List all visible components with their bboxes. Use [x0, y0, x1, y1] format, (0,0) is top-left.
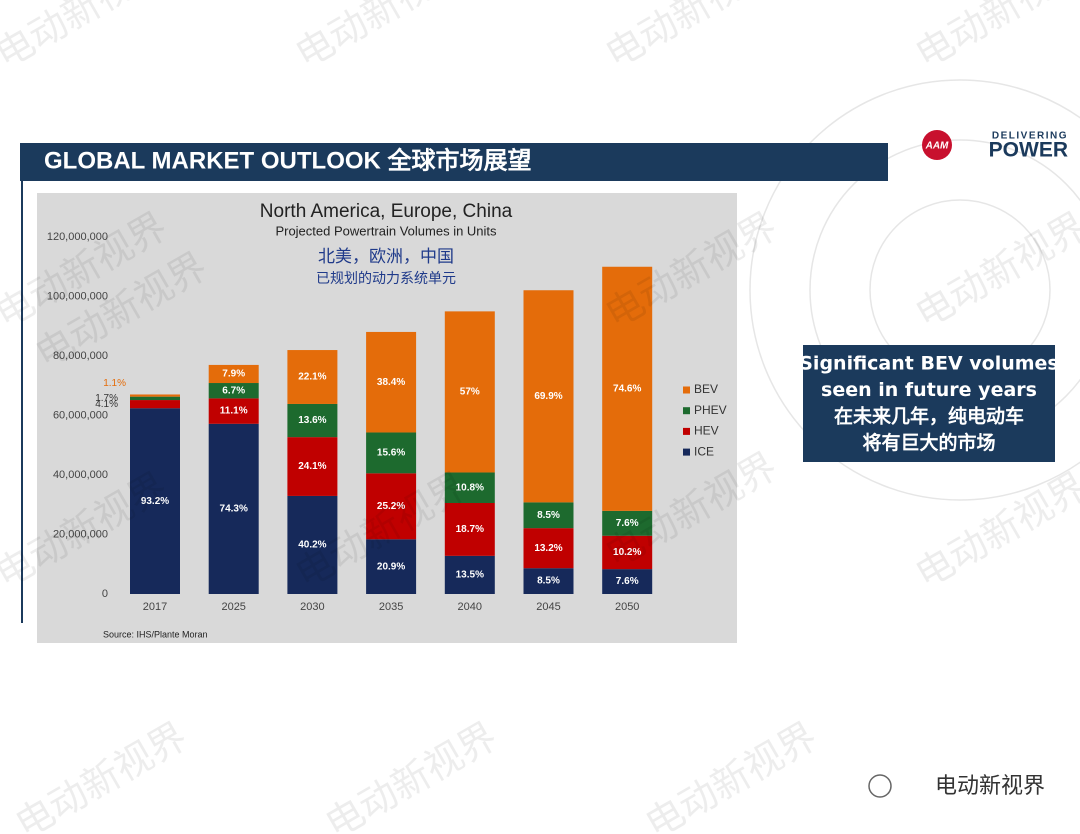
value-label: 13.5%	[456, 570, 484, 581]
y-tick-label: 120,000,000	[47, 231, 108, 243]
bar-segment	[130, 396, 180, 401]
value-label: 6.7%	[222, 385, 245, 396]
bar-segment	[130, 400, 180, 409]
x-tick-label: 2050	[615, 601, 639, 613]
y-tick-label: 100,000,000	[47, 290, 108, 302]
y-tick-label: 0	[102, 588, 108, 600]
legend-label: PHEV	[694, 403, 727, 417]
value-label: 7.6%	[616, 576, 639, 587]
value-label: 93.2%	[141, 496, 169, 507]
legend-swatch	[683, 407, 690, 415]
value-label: 18.7%	[456, 524, 484, 535]
bar-segment	[523, 528, 574, 569]
bar-segment	[366, 539, 417, 594]
header-bar	[20, 143, 888, 181]
bar-segment	[130, 394, 180, 397]
x-tick-label: 2025	[221, 601, 245, 613]
bar-segment	[130, 408, 180, 594]
bar-segment	[602, 569, 653, 594]
bar-segment	[287, 403, 338, 438]
bar-segment	[366, 473, 417, 540]
bar-segment	[444, 502, 495, 556]
x-tick-label: 2035	[379, 601, 403, 613]
value-label: 7.9%	[222, 369, 245, 380]
chart-title-cn: 北美，欧洲，中国	[318, 247, 454, 267]
x-tick-label: 2017	[143, 601, 167, 613]
x-tick-label: 2040	[458, 601, 482, 613]
plot: 0 20,000,000 40,000,000 60,000,000 80,000,00…	[47, 231, 727, 613]
value-label: 1.7%	[95, 393, 118, 404]
bar-segment	[208, 423, 259, 594]
value-label: 10.8%	[456, 482, 484, 493]
bar-segment	[444, 472, 495, 503]
value-label: 24.1%	[298, 461, 326, 472]
footer-account: 电动新视界	[935, 774, 1045, 799]
value-label: 25.2%	[377, 501, 405, 512]
bar-segment	[287, 350, 338, 404]
callout: Significant BEV volumes seen in future ye…	[799, 353, 1058, 455]
bar-segment	[444, 311, 495, 473]
value-label: 11.1%	[220, 406, 248, 417]
value-label: 74.3%	[220, 504, 248, 515]
callout-line: seen in future years	[821, 379, 1037, 401]
chart-title: North America, Europe, China	[260, 201, 513, 222]
bar-segment	[523, 568, 574, 594]
bar-segment	[602, 510, 653, 536]
legend-swatch	[683, 448, 690, 456]
value-label: 1.1%	[103, 378, 126, 389]
value-label: 4.1%	[95, 399, 118, 410]
header-title: GLOBAL MARKET OUTLOOK 全球市场展望	[44, 146, 532, 174]
value-label: 8.5%	[537, 576, 560, 587]
bar-segment	[208, 398, 259, 424]
legend-label: HEV	[694, 424, 719, 438]
bar-segment	[444, 555, 495, 594]
y-tick-label: 20,000,000	[53, 528, 108, 540]
bar-segment	[287, 495, 338, 594]
value-label: 8.5%	[537, 510, 560, 521]
y-tick-label: 80,000,000	[53, 350, 108, 362]
value-label: 22.1%	[298, 372, 326, 383]
value-label: 13.2%	[534, 543, 562, 554]
footer-icon	[868, 774, 892, 798]
chart-source: Source: IHS/Plante Moran	[103, 629, 208, 639]
bar-segment	[287, 437, 338, 496]
callout-line: 在未来几年，纯电动车	[834, 405, 1024, 428]
chart-subtitle-cn: 已规划的动力系统单元	[316, 271, 456, 287]
bar-segment	[366, 331, 417, 433]
value-label: 40.2%	[298, 540, 326, 551]
value-label: 13.6%	[298, 415, 326, 426]
value-label: 20.9%	[377, 561, 405, 572]
bar-segment	[602, 266, 653, 511]
callout-line: Significant BEV volumes	[799, 353, 1058, 375]
x-tick-label: 2045	[536, 601, 560, 613]
value-label: 38.4%	[377, 377, 405, 388]
value-label: 69.9%	[534, 391, 562, 402]
bar-segment	[523, 290, 574, 503]
value-label: 74.6%	[613, 383, 641, 394]
value-label: 57%	[460, 387, 480, 398]
y-tick-label: 40,000,000	[53, 469, 108, 481]
value-label: 15.6%	[377, 448, 405, 459]
value-label: 7.6%	[616, 518, 639, 529]
legend-swatch	[683, 386, 690, 394]
chart-subtitle: Projected Powertrain Volumes in Units	[275, 223, 497, 238]
legend-label: ICE	[694, 444, 714, 458]
logo-circle	[922, 130, 952, 160]
bar-segment	[208, 383, 259, 399]
bar-segment	[523, 502, 574, 529]
x-tick-label: 2030	[300, 601, 324, 613]
bar-segment	[602, 535, 653, 570]
value-label: 10.2%	[613, 547, 641, 558]
legend-label: BEV	[694, 382, 718, 396]
legend-swatch	[683, 427, 690, 435]
logo-mark: AAM	[925, 141, 949, 152]
bar-segment	[208, 364, 259, 384]
callout-line: 将有巨大的市场	[862, 431, 995, 454]
logo-bottom: POWER	[989, 139, 1068, 162]
y-tick-label: 60,000,000	[53, 409, 108, 421]
logo-top: DELIVERING	[992, 131, 1068, 142]
bar-segment	[366, 432, 417, 474]
callout-box	[803, 345, 1055, 462]
